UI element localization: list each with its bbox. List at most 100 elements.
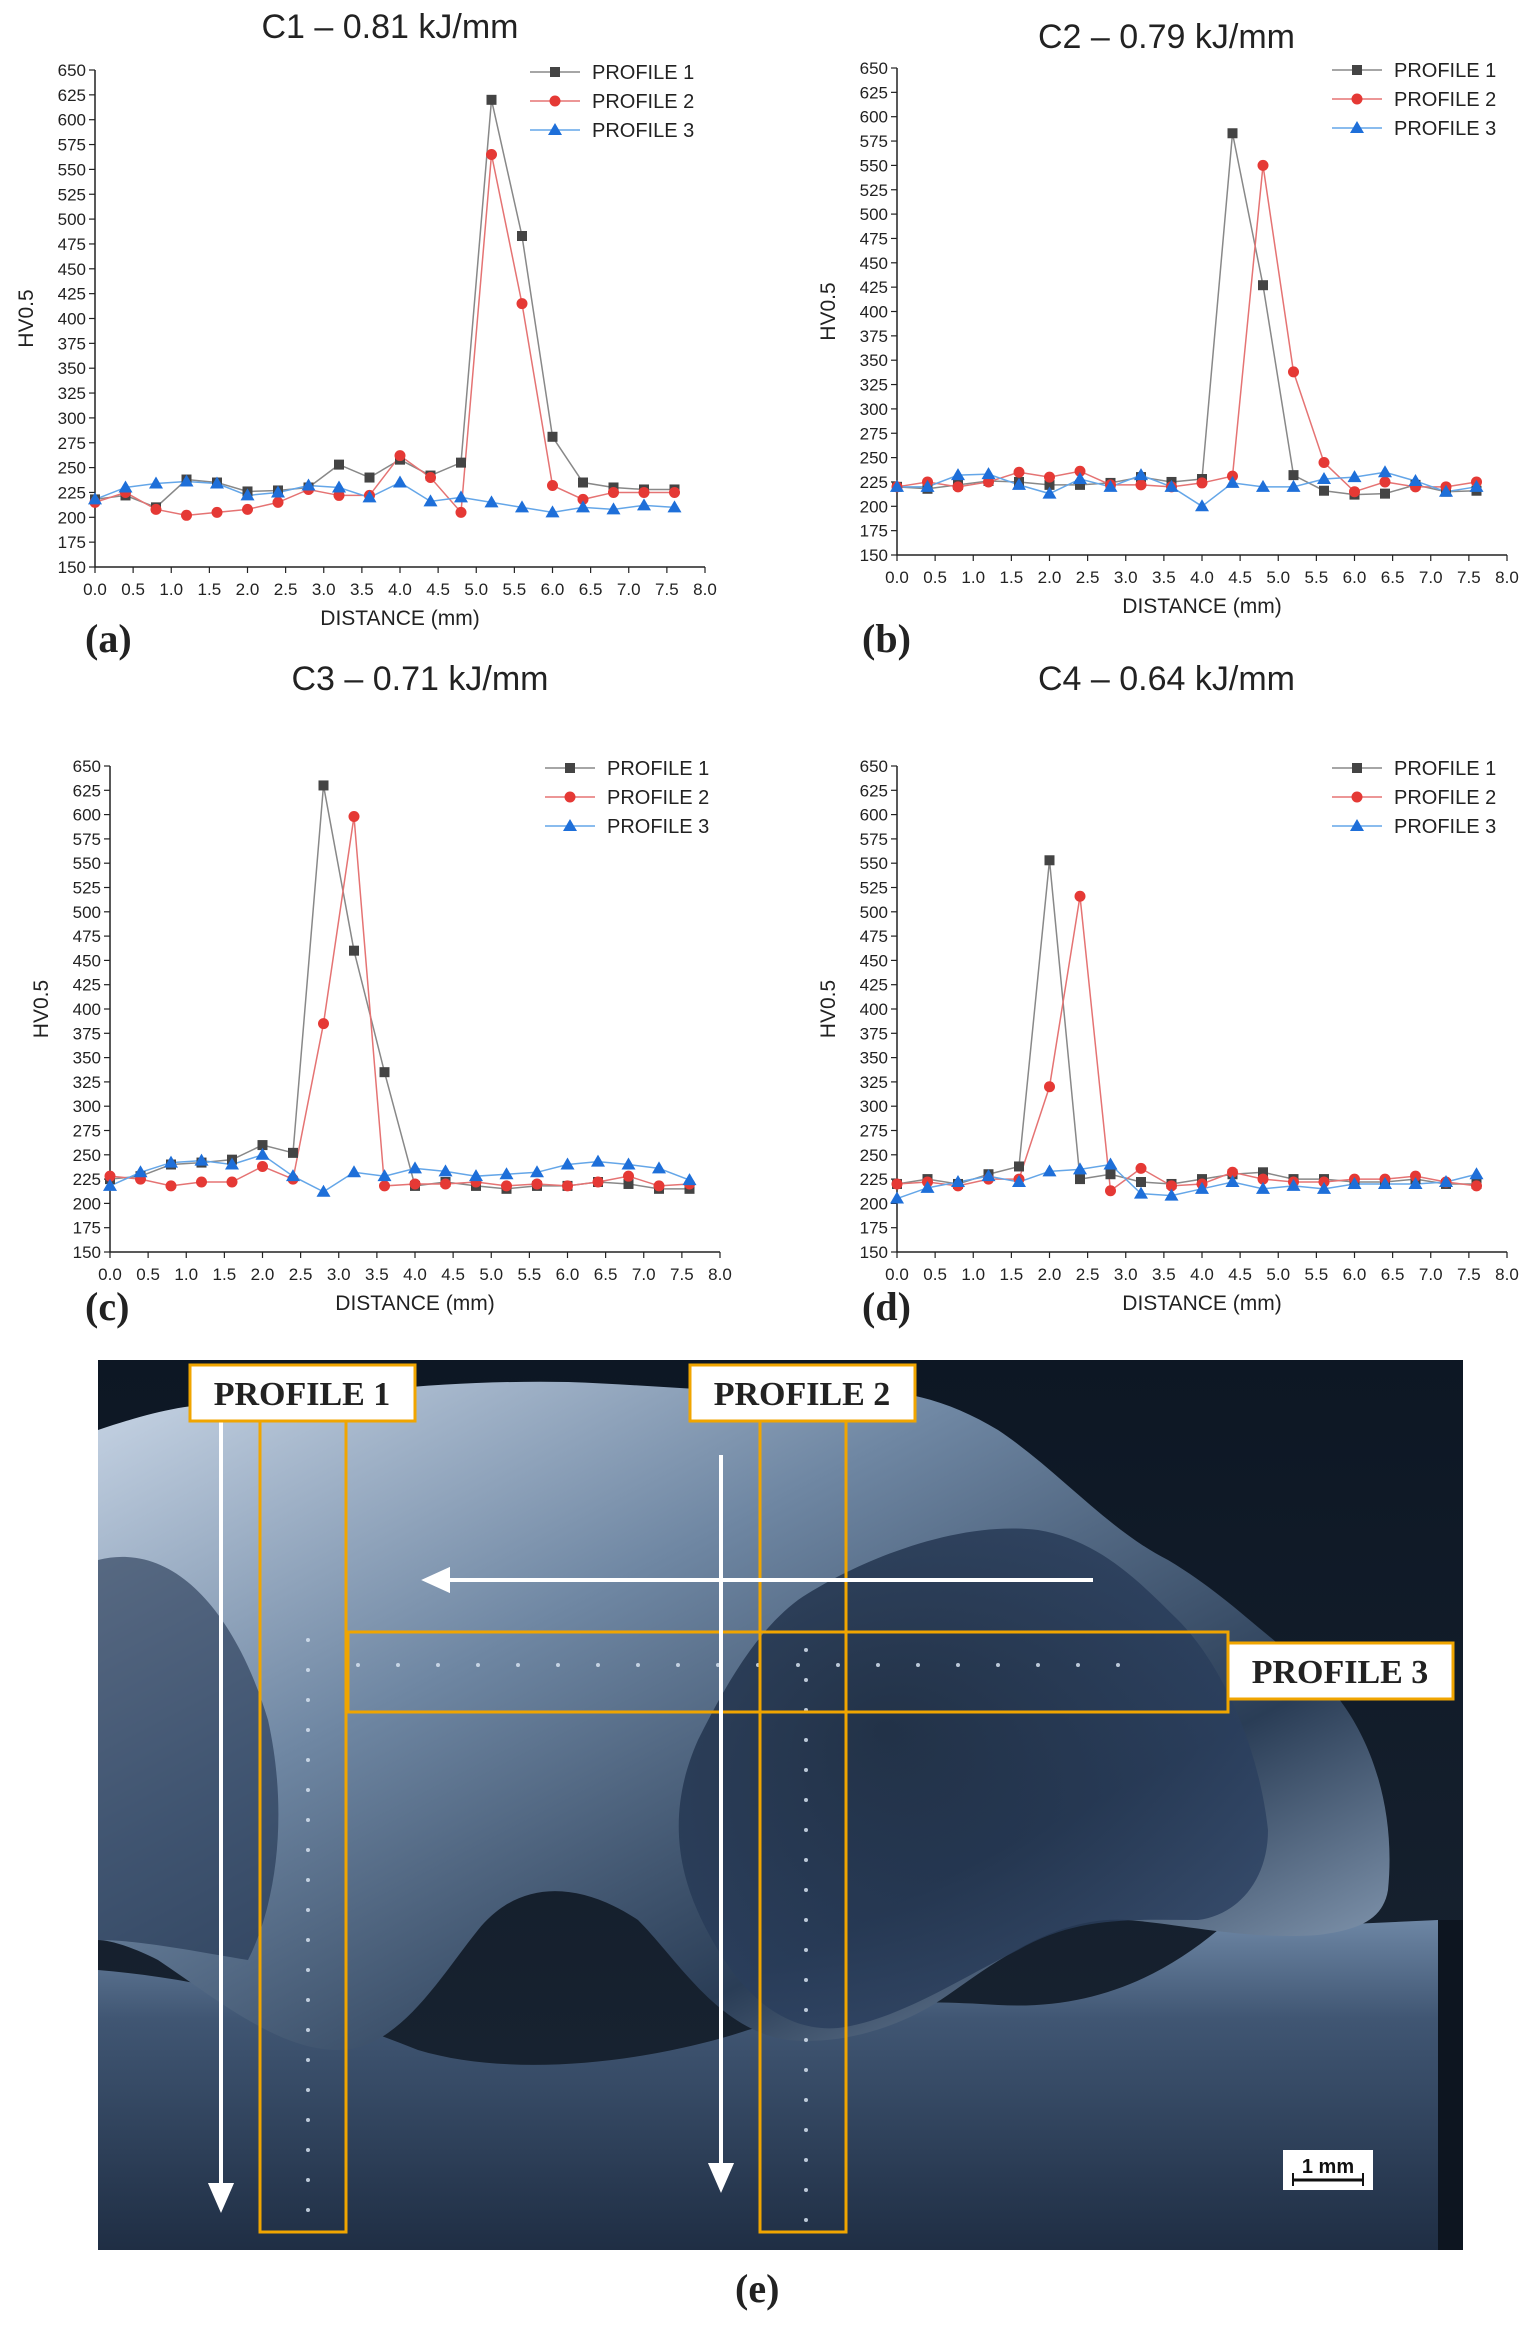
profile-2-label: PROFILE 2 xyxy=(714,1376,891,1413)
x-tick-label: 0.5 xyxy=(136,1265,160,1284)
x-tick-label: 6.5 xyxy=(1381,568,1405,587)
y-tick-label: 425 xyxy=(73,976,101,995)
data-point-profile-1 xyxy=(1319,485,1329,496)
y-tick-label: 650 xyxy=(860,59,888,78)
x-tick-label: 3.0 xyxy=(1114,568,1138,587)
data-point-profile-1 xyxy=(1075,1174,1085,1185)
data-point-profile-2 xyxy=(1074,890,1086,902)
y-tick-label: 575 xyxy=(58,136,86,155)
arrow-head-icon xyxy=(707,2163,735,2194)
x-tick-label: 3.5 xyxy=(365,1265,389,1284)
data-point-profile-1 xyxy=(578,477,588,488)
data-point-profile-1 xyxy=(1136,1177,1146,1188)
y-axis-label: HV0.5 xyxy=(15,289,38,347)
data-point-profile-3 xyxy=(890,479,904,492)
legend-circle-marker xyxy=(549,95,561,107)
legend-label-profile-2: PROFILE 2 xyxy=(1394,89,1496,111)
data-point-profile-3 xyxy=(316,1184,331,1197)
x-tick-label: 0.0 xyxy=(98,1265,122,1284)
data-point-profile-1 xyxy=(257,1140,268,1151)
legend-triangle-marker xyxy=(563,819,577,831)
y-tick-label: 275 xyxy=(860,1122,888,1141)
chart-d-plot: 150 175 200 225 250 275 300 325 350 375 400 425 450 4… xyxy=(817,757,1519,1315)
data-point-profile-2 xyxy=(226,1176,238,1188)
data-point-profile-2 xyxy=(562,1180,573,1192)
data-point-profile-3 xyxy=(149,476,163,489)
data-point-profile-3 xyxy=(1378,1176,1392,1189)
series-line-profile-1 xyxy=(896,860,1477,1185)
chart-b-plot: 150 175 200 225 250 275 300 325 350 375 400 425 450 4… xyxy=(817,59,1519,618)
data-point-profile-1 xyxy=(1258,1167,1268,1178)
y-tick-label: 550 xyxy=(73,854,101,873)
data-point-profile-2 xyxy=(1166,1180,1177,1192)
y-tick-label: 600 xyxy=(58,111,86,130)
x-tick-label: 0.5 xyxy=(923,1265,947,1284)
panel-label-a: (a) xyxy=(85,616,132,661)
y-axis-label: HV0.5 xyxy=(817,980,840,1038)
data-point-profile-2 xyxy=(1227,1166,1238,1178)
data-point-profile-1 xyxy=(456,457,466,468)
y-tick-label: 175 xyxy=(73,1219,101,1238)
data-point-profile-3 xyxy=(1073,1162,1087,1175)
data-point-profile-2 xyxy=(547,479,558,491)
x-tick-label: 1.5 xyxy=(1000,1265,1024,1284)
x-tick-label: 4.5 xyxy=(426,580,450,599)
data-point-profile-2 xyxy=(1349,486,1360,498)
data-point-profile-2 xyxy=(1044,1081,1055,1093)
x-tick-label: 3.0 xyxy=(1114,1265,1138,1284)
y-tick-label: 650 xyxy=(58,61,86,80)
y-tick-label: 350 xyxy=(860,1049,888,1068)
data-point-profile-2 xyxy=(272,496,284,508)
data-point-profile-1 xyxy=(623,1178,634,1189)
data-point-profile-2 xyxy=(440,1178,451,1190)
y-tick-label: 375 xyxy=(58,334,86,353)
panel-label-b: (b) xyxy=(862,616,911,661)
y-tick-label: 450 xyxy=(73,951,101,970)
legend-label-profile-1: PROFILE 1 xyxy=(1394,758,1496,780)
data-point-profile-2 xyxy=(608,486,619,498)
data-point-profile-2 xyxy=(150,503,162,515)
x-tick-label: 1.5 xyxy=(198,580,222,599)
data-point-profile-1 xyxy=(1075,479,1085,490)
data-point-profile-3 xyxy=(103,1178,117,1191)
data-point-profile-2 xyxy=(425,472,436,484)
y-tick-label: 625 xyxy=(73,781,101,800)
data-point-profile-2 xyxy=(104,1170,116,1182)
data-point-profile-3 xyxy=(890,1191,904,1204)
y-tick-label: 425 xyxy=(860,278,888,297)
data-point-profile-3 xyxy=(1317,472,1331,485)
legend-label-profile-3: PROFILE 3 xyxy=(1394,118,1496,140)
x-tick-label: 4.5 xyxy=(1228,1265,1252,1284)
y-tick-label: 525 xyxy=(58,185,86,204)
data-point-profile-3 xyxy=(332,480,346,493)
data-point-profile-3 xyxy=(667,500,682,513)
series-line-profile-3 xyxy=(109,1153,690,1193)
data-point-profile-3 xyxy=(1439,1175,1453,1188)
x-tick-label: 1.0 xyxy=(961,568,985,587)
y-tick-label: 150 xyxy=(73,1243,101,1262)
x-tick-label: 2.0 xyxy=(1038,1265,1062,1284)
series-line-profile-2 xyxy=(896,896,1477,1193)
y-tick-label: 300 xyxy=(860,1097,888,1116)
y-tick-label: 175 xyxy=(58,533,86,552)
data-point-profile-1 xyxy=(1044,479,1055,490)
x-tick-label: 7.5 xyxy=(670,1265,694,1284)
x-tick-label: 6.0 xyxy=(541,580,565,599)
data-point-profile-3 xyxy=(560,1157,575,1170)
y-tick-label: 200 xyxy=(860,497,888,516)
data-point-profile-3 xyxy=(981,467,996,480)
y-tick-label: 475 xyxy=(860,229,888,248)
legend-label-profile-2: PROFILE 2 xyxy=(592,91,694,113)
chart-b: C2 – 0.79 kJ/mm 150 175 200 225 250 275 300 325… xyxy=(770,0,1523,680)
y-tick-label: 150 xyxy=(58,558,86,577)
data-point-profile-2 xyxy=(333,489,345,501)
data-point-profile-3 xyxy=(591,1154,605,1167)
data-point-profile-3 xyxy=(637,498,651,511)
x-tick-label: 0.0 xyxy=(83,580,107,599)
micrograph-image: PROFILE 1 PROFILE 2 PROFILE 3 1 mm xyxy=(98,1360,1463,2250)
x-tick-label: 0.5 xyxy=(923,568,947,587)
series-line-profile-1 xyxy=(896,133,1477,496)
x-tick-label: 3.0 xyxy=(327,1265,351,1284)
data-point-profile-3 xyxy=(1469,479,1484,492)
x-tick-label: 3.5 xyxy=(1152,1265,1176,1284)
